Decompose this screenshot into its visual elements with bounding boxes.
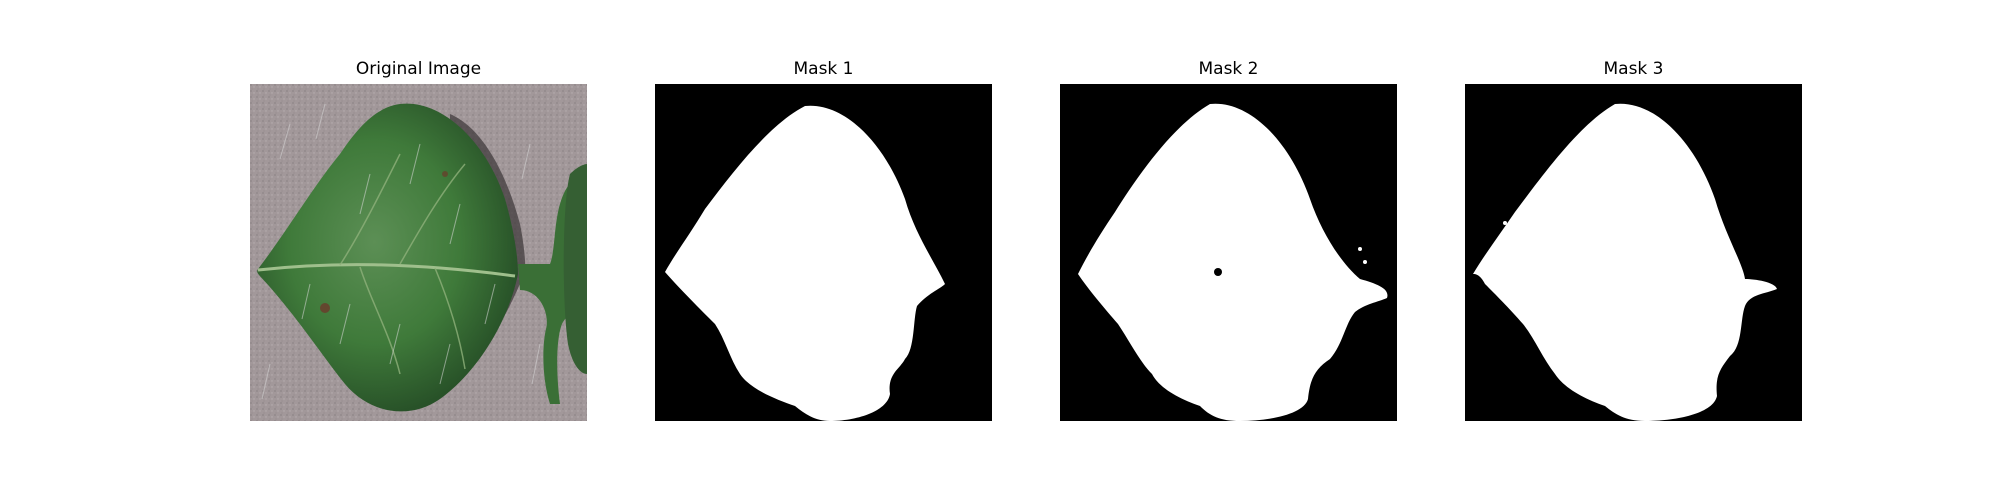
mask-2-region bbox=[1078, 103, 1388, 421]
panel-original-image: Original Image bbox=[250, 0, 587, 500]
panel-title-mask-3: Mask 3 bbox=[1603, 59, 1664, 79]
leaf-spot bbox=[442, 171, 448, 177]
mask-3-image bbox=[1465, 84, 1802, 421]
panel-mask-1: Mask 1 bbox=[655, 0, 992, 500]
leaf-vein-2 bbox=[399, 163, 466, 265]
mask-2-image bbox=[1060, 84, 1397, 421]
original-leaf-photo bbox=[250, 84, 587, 421]
neighbor-leaf bbox=[563, 164, 587, 374]
panel-title-mask-1: Mask 1 bbox=[793, 59, 854, 79]
mask-2-hole bbox=[1214, 268, 1222, 276]
panel-title-original-image: Original Image bbox=[355, 59, 482, 79]
panel-mask-2: Mask 2 bbox=[1060, 0, 1397, 500]
mask-3-speck bbox=[1503, 221, 1507, 225]
leaf-vein-1 bbox=[339, 153, 401, 266]
rain-streaks bbox=[261, 103, 541, 400]
leaf-spot bbox=[320, 303, 330, 313]
mask-3-region bbox=[1473, 103, 1777, 421]
panel-title-mask-2: Mask 2 bbox=[1198, 59, 1259, 79]
leaf-vein-3 bbox=[359, 266, 401, 375]
mask-1-region bbox=[665, 105, 945, 421]
panel-mask-3: Mask 3 bbox=[1465, 0, 1802, 500]
mask-2-speck bbox=[1118, 242, 1122, 246]
leaf-vein-4 bbox=[434, 267, 466, 370]
mask-2-speck bbox=[1363, 260, 1367, 264]
mask-1-image bbox=[655, 84, 992, 421]
leaf-midrib bbox=[257, 263, 516, 278]
mask-2-speck bbox=[1358, 247, 1362, 251]
